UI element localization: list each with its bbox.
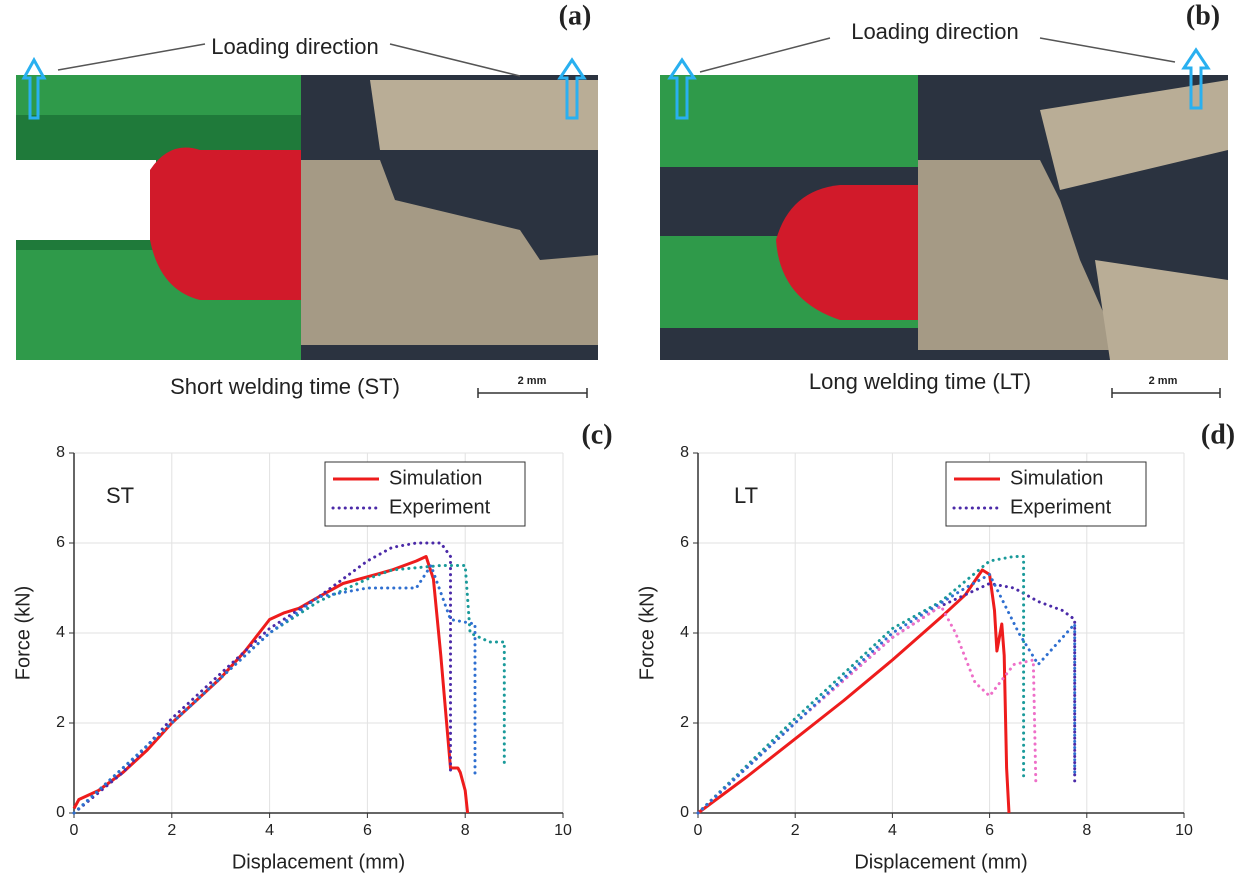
arrow — [667, 57, 697, 120]
x-tick-label: 8 — [1082, 822, 1091, 839]
panel-label: (a) — [559, 0, 592, 31]
series-line — [72, 555, 470, 814]
mesh-plate — [16, 75, 301, 115]
panel-b: (b) Loading direction Long welding time … — [660, 0, 1228, 398]
x-tick-label: 6 — [363, 822, 372, 839]
caption: Short welding time (ST) — [170, 374, 400, 399]
series-line — [696, 604, 1038, 815]
scale-bar — [1111, 388, 1221, 398]
y-tick-label: 2 — [680, 714, 689, 731]
scale-bar-label: 2 mm — [1149, 375, 1178, 387]
panel-label: (b) — [1186, 0, 1220, 31]
arrow — [1181, 47, 1211, 110]
y-tick-label: 6 — [680, 534, 689, 551]
photo-sheet — [370, 80, 598, 150]
photo-sheet — [1040, 80, 1228, 190]
y-tick-label: 8 — [680, 444, 689, 461]
legend-label: Simulation — [1010, 467, 1103, 489]
x-axis-label: Displacement (mm) — [854, 851, 1027, 873]
legend-label: Experiment — [1010, 496, 1112, 518]
photo-sheet — [918, 160, 1120, 350]
annotation: ST — [106, 483, 134, 508]
x-tick-label: 2 — [167, 822, 176, 839]
series-line — [696, 555, 1026, 815]
x-tick-label: 4 — [265, 822, 274, 839]
x-tick-label: 0 — [694, 822, 703, 839]
arrow — [21, 56, 47, 120]
y-tick-label: 4 — [56, 624, 65, 641]
series-line — [697, 568, 1011, 815]
annotation: Loading direction — [851, 19, 1019, 44]
x-tick-label: 10 — [1175, 822, 1193, 839]
x-tick-label: 8 — [461, 822, 470, 839]
chart: 0 2 4 6 8 10 0 2 4 6 8 Displacement (mm) Force (kN) (… — [12, 419, 612, 873]
series-line — [696, 582, 1077, 815]
scale-bar-label: 2 mm — [518, 375, 547, 387]
annotation-line — [57, 43, 521, 77]
series-line — [696, 573, 1077, 815]
y-axis-label: Force (kN) — [12, 586, 34, 680]
y-tick-label: 4 — [680, 624, 689, 641]
scale-bar — [477, 388, 588, 398]
x-tick-label: 10 — [554, 822, 572, 839]
x-tick-label: 2 — [791, 822, 800, 839]
legend-box — [324, 461, 526, 527]
panel-label: (c) — [581, 419, 612, 450]
x-axis-label: Displacement (mm) — [232, 851, 405, 873]
y-tick-label: 0 — [56, 804, 65, 821]
caption: Long welding time (LT) — [809, 369, 1031, 394]
x-tick-label: 0 — [70, 822, 79, 839]
legend-box — [945, 461, 1147, 527]
mesh-plate — [660, 75, 918, 167]
y-tick-label: 8 — [56, 444, 65, 461]
y-tick-label: 2 — [56, 714, 65, 731]
gap — [16, 160, 156, 240]
annotation: LT — [734, 483, 758, 508]
y-axis-label: Force (kN) — [636, 586, 658, 680]
panel-label: (d) — [1201, 419, 1235, 450]
panel-a: (a) Loading direction Short welding time… — [16, 0, 598, 399]
photo-sheet — [301, 160, 598, 345]
y-tick-label: 0 — [680, 804, 689, 821]
arrow — [557, 57, 587, 120]
nugget — [776, 185, 918, 320]
y-tick-label: 6 — [56, 534, 65, 551]
annotation: Loading direction — [211, 34, 379, 59]
annotation-line — [699, 37, 1176, 73]
chart: 0 2 4 6 8 10 0 2 4 6 8 Displacement (mm) Force (kN) (… — [636, 419, 1235, 873]
nugget — [150, 147, 301, 300]
legend-label: Experiment — [389, 496, 491, 518]
x-tick-label: 6 — [985, 822, 994, 839]
legend-label: Simulation — [389, 467, 482, 489]
x-tick-label: 4 — [888, 822, 897, 839]
photo-sheet — [1095, 260, 1228, 360]
